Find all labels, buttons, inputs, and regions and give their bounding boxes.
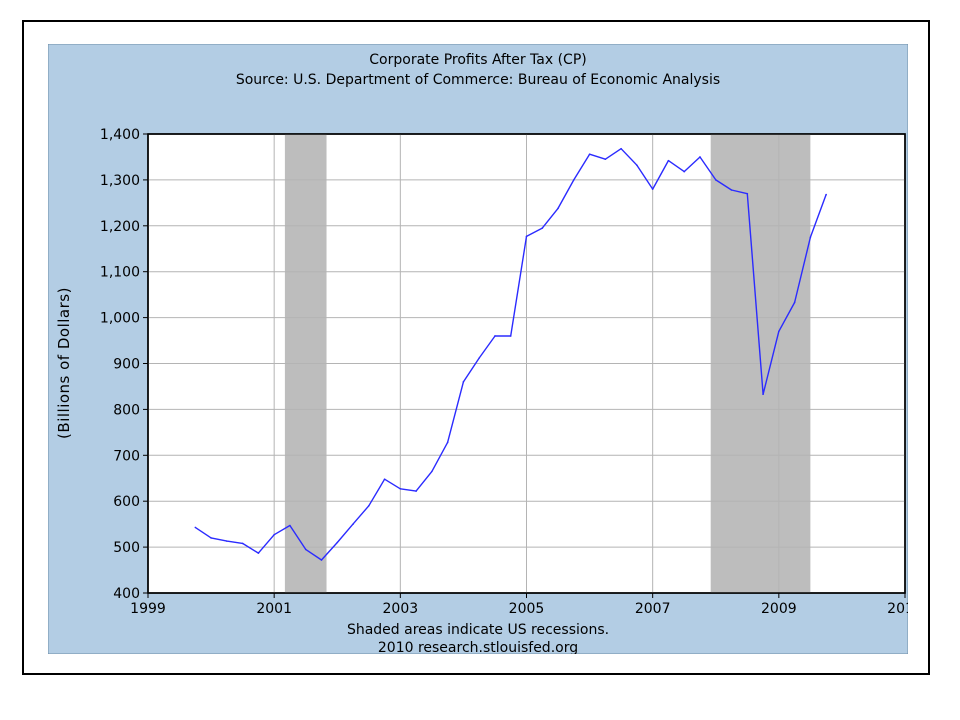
data-point (573, 179, 575, 181)
data-point (320, 559, 323, 561)
data-point (336, 541, 339, 544)
data-point (383, 478, 386, 480)
data-point (494, 335, 496, 337)
data-point (367, 504, 370, 507)
data-point (762, 393, 764, 396)
data-point (210, 537, 212, 539)
data-point (226, 540, 228, 542)
data-point (778, 330, 780, 333)
footer-source: 2010 research.stlouisfed.org (378, 640, 578, 654)
x-tick-label: 1999 (130, 601, 166, 617)
y-tick-label: 1,400 (100, 127, 140, 143)
x-tick-label: 2001 (256, 601, 292, 617)
data-point (509, 335, 512, 337)
data-point (604, 158, 607, 161)
grid-lines (148, 134, 905, 593)
data-point (525, 235, 528, 238)
y-tick-label: 900 (113, 357, 140, 373)
x-tick-label: 2003 (383, 601, 419, 617)
data-point (289, 524, 291, 527)
data-point (636, 164, 638, 167)
data-point (541, 227, 544, 229)
data-point (588, 153, 591, 155)
y-tick-label: 1,200 (100, 219, 140, 235)
data-point (462, 381, 465, 383)
data-point (730, 189, 733, 191)
data-point (273, 533, 275, 536)
data-point (746, 192, 749, 195)
y-tick-label: 500 (113, 540, 140, 556)
plot-border (147, 133, 906, 594)
data-point (257, 552, 260, 554)
x-tick-label: 2005 (509, 601, 545, 617)
chart-frame: Corporate Profits After Tax (CP) Source:… (22, 20, 930, 675)
data-point (651, 188, 654, 190)
chart-title: Corporate Profits After Tax (CP) (369, 52, 586, 68)
data-point (667, 159, 670, 162)
data-point (352, 523, 354, 525)
chart-subtitle: Source: U.S. Department of Commerce: Bur… (236, 72, 720, 88)
data-point (304, 548, 307, 551)
y-tick-label: 600 (113, 494, 140, 510)
x-tick-label: 2009 (761, 601, 797, 617)
y-tick-label: 1,100 (100, 265, 140, 281)
data-point (557, 207, 559, 210)
data-point (446, 441, 449, 444)
y-tick-label: 1,000 (100, 311, 140, 327)
x-tick-label: 2011 (887, 601, 908, 617)
data-point (793, 301, 796, 304)
y-tick-label: 700 (113, 448, 140, 464)
data-point (683, 170, 686, 173)
y-tick-label: 1,300 (100, 173, 140, 189)
data-point (714, 179, 717, 181)
data-point (809, 236, 812, 239)
data-point (478, 357, 480, 359)
data-point (620, 147, 622, 150)
data-point (825, 193, 827, 196)
x-tick-label: 2007 (635, 601, 671, 617)
footer-note: Shaded areas indicate US recessions. (347, 622, 609, 638)
data-point (431, 470, 433, 473)
y-tick-label: 800 (113, 402, 140, 418)
axis-ticks: 400 500 600 700 800 900 1,000 1,100 1,200 1,300 1,… (100, 127, 908, 617)
series-layer (194, 147, 827, 561)
data-point (699, 156, 701, 158)
y-tick-label: 400 (113, 586, 140, 602)
chart-panel: Corporate Profits After Tax (CP) Source:… (48, 44, 908, 654)
y-axis-label: (Billions of Dollars) (55, 287, 73, 439)
data-point (241, 542, 244, 545)
data-point (415, 490, 417, 492)
data-point (194, 526, 197, 529)
data-point (399, 488, 402, 490)
